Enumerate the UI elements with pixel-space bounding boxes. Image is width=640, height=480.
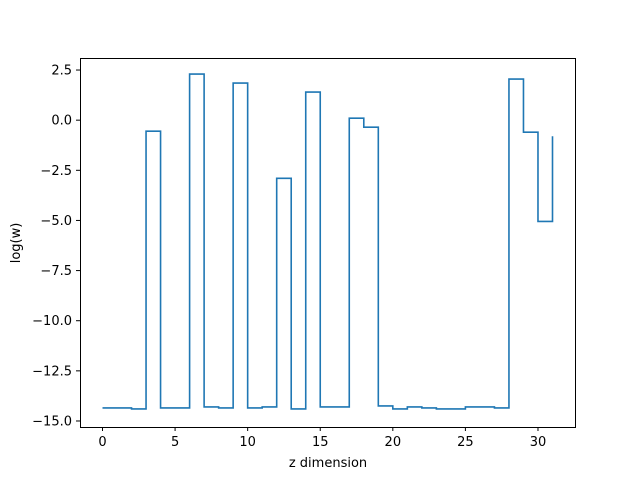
series-line (102, 73, 554, 410)
axes-frame (80, 58, 576, 428)
y-tick-label: −12.5 (32, 364, 72, 379)
y-tick-label: −15.0 (32, 414, 72, 429)
y-tick-label: −10.0 (32, 314, 72, 329)
y-tick-label: 2.5 (51, 64, 72, 79)
x-axis-label: z dimension (289, 456, 367, 471)
y-tick-label: −2.5 (40, 164, 72, 179)
x-tick-label: 10 (239, 435, 256, 450)
x-tick-label: 30 (530, 435, 547, 450)
y-tick-label: 0.0 (51, 114, 72, 129)
x-tick-label: 20 (385, 435, 402, 450)
y-tick-label: −5.0 (40, 214, 72, 229)
y-axis-label: log(w) (9, 223, 24, 264)
y-axis-ticks: 2.5 0.0 −2.5 −5.0 −7.5 −10.0 −12.5 −15.0 (32, 64, 80, 429)
y-tick-label: −7.5 (40, 264, 72, 279)
x-tick-label: 15 (312, 435, 329, 450)
x-axis-ticks: 0 5 10 15 20 25 30 (98, 427, 546, 450)
x-tick-label: 5 (171, 435, 179, 450)
x-tick-label: 25 (457, 435, 474, 450)
x-tick-label: 0 (98, 435, 106, 450)
plot-marks (102, 73, 554, 410)
